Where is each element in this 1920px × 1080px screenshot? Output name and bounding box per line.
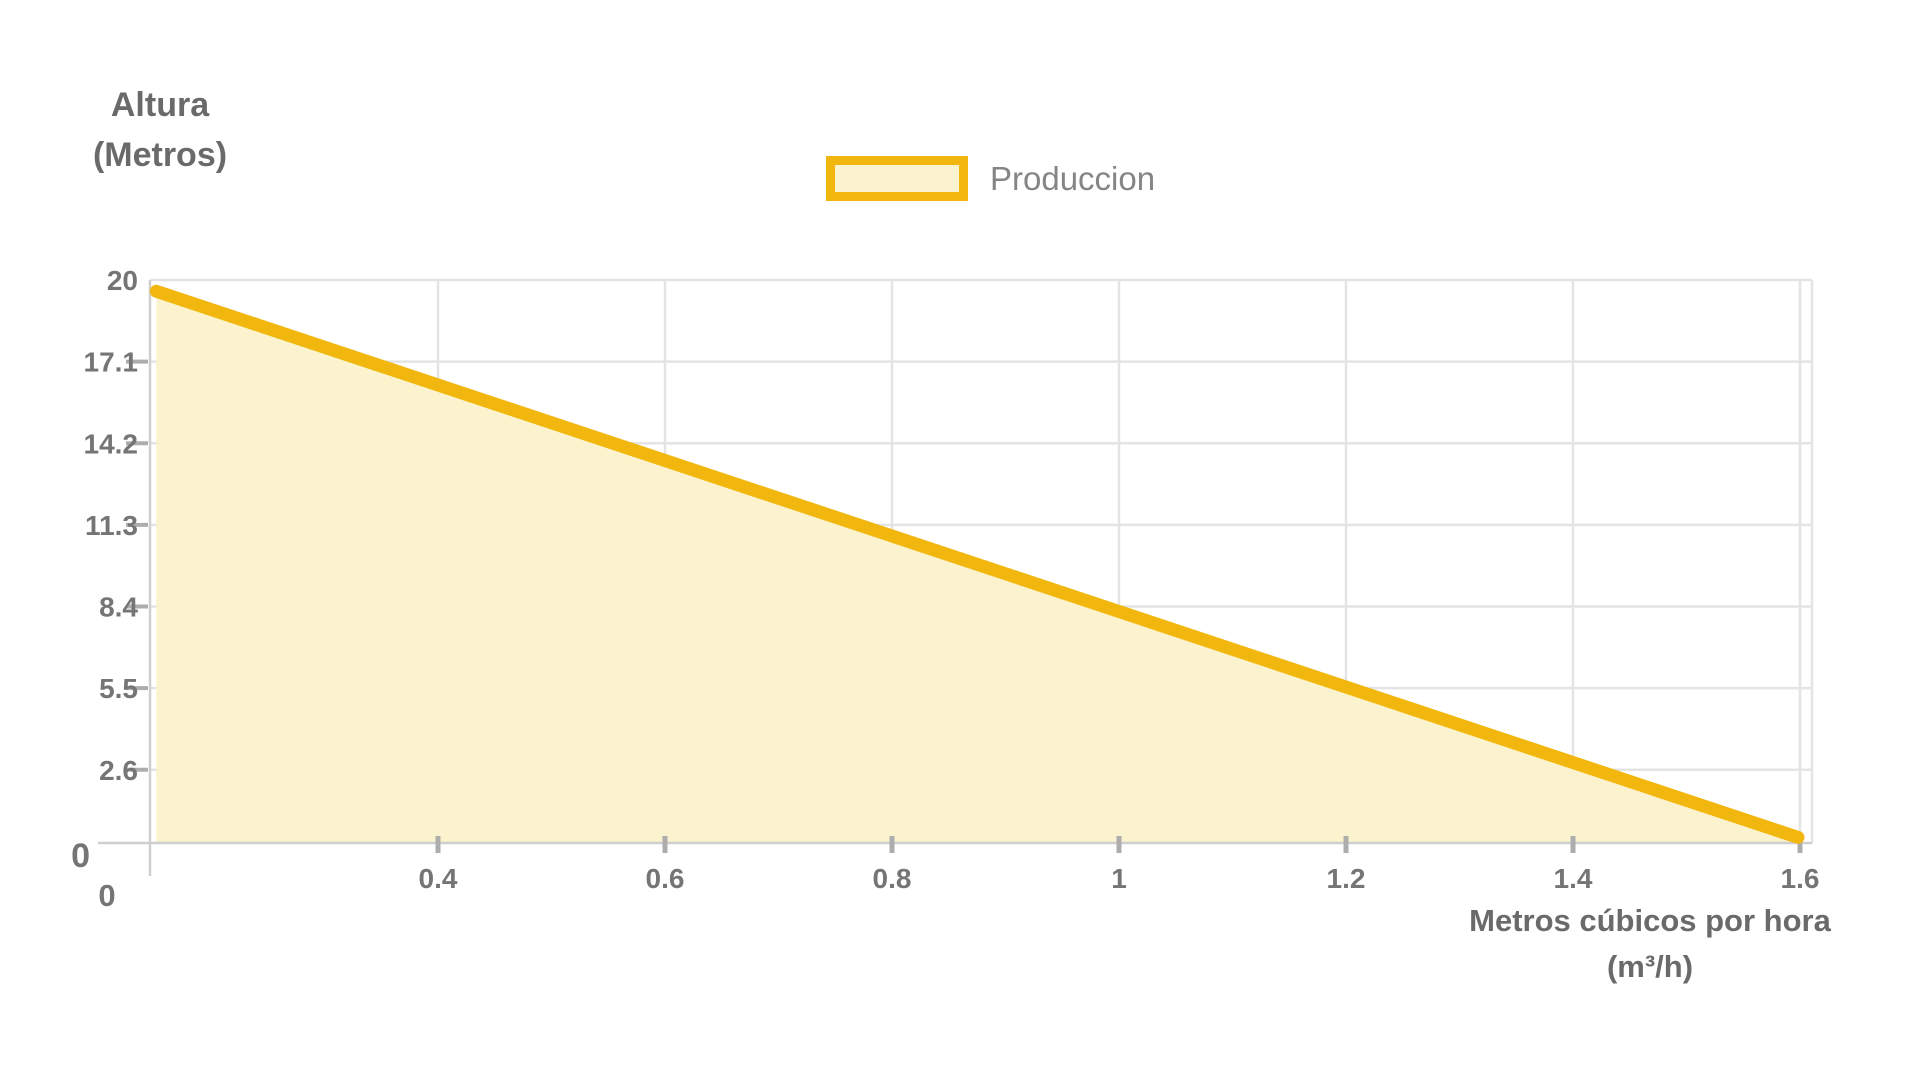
legend-swatch-produccion	[826, 156, 968, 201]
y-tick-label-17.1: 17.1	[84, 347, 139, 378]
x-axis-title-line1: Metros cúbicos por hora	[1469, 903, 1831, 938]
legend-label-produccion: Produccion	[990, 159, 1156, 197]
x-tick-label-0.6: 0.6	[646, 863, 685, 894]
y-tick-label-14.2: 14.2	[84, 428, 139, 459]
legend: Produccion	[826, 156, 1155, 201]
x-origin-label: 0	[98, 878, 115, 913]
y-axis-title-line1: Altura	[110, 86, 210, 124]
y-tick-label-2.6: 2.6	[99, 755, 138, 786]
produccion-line	[149, 284, 1805, 844]
x-axis-title-line2: (m³/h)	[1606, 949, 1694, 984]
x-tick-label-1: 1	[1111, 863, 1127, 894]
x-tick-label-1.4: 1.4	[1554, 863, 1593, 894]
x-tick-label-1.6: 1.6	[1781, 863, 1820, 894]
y-axis-title-line2: (Metros)	[92, 136, 228, 174]
y-tick-label-20: 20	[107, 265, 138, 296]
y-origin-label: 0	[71, 837, 90, 875]
x-tick-label-0.4: 0.4	[419, 863, 458, 894]
x-tick-label-1.2: 1.2	[1327, 863, 1366, 894]
y-tick-label-11.3: 11.3	[85, 510, 138, 541]
y-axis-title: Altura (Metros)	[50, 80, 270, 180]
x-axis-title: Metros cúbicos por hora (m³/h)	[1430, 898, 1870, 990]
y-tick-label-5.5: 5.5	[99, 673, 138, 704]
y-tick-label-8.4: 8.4	[99, 592, 138, 623]
x-tick-label-0.8: 0.8	[873, 863, 912, 894]
